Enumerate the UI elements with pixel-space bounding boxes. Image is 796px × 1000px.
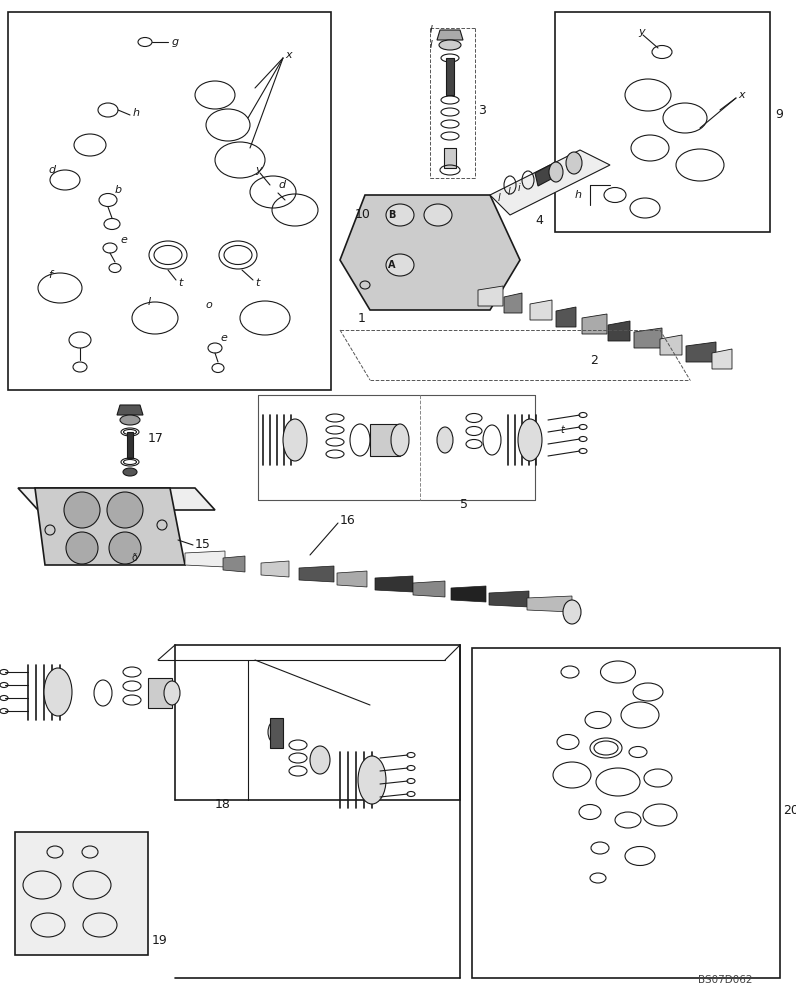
Text: i: i — [518, 183, 521, 193]
Text: 4: 4 — [535, 214, 543, 227]
Text: A: A — [388, 260, 396, 270]
Ellipse shape — [391, 424, 409, 456]
Polygon shape — [15, 832, 148, 955]
Ellipse shape — [518, 419, 542, 461]
Text: y: y — [255, 165, 262, 175]
Polygon shape — [185, 551, 225, 567]
Text: l: l — [148, 297, 151, 307]
Ellipse shape — [310, 746, 330, 774]
Ellipse shape — [386, 204, 414, 226]
Polygon shape — [127, 432, 133, 458]
Polygon shape — [444, 148, 456, 168]
Ellipse shape — [123, 468, 137, 476]
Ellipse shape — [358, 756, 386, 804]
Ellipse shape — [107, 492, 143, 528]
Text: l: l — [430, 40, 433, 50]
Polygon shape — [530, 300, 552, 320]
Ellipse shape — [566, 152, 582, 174]
Polygon shape — [608, 321, 630, 341]
Polygon shape — [446, 58, 454, 95]
Text: h: h — [133, 108, 140, 118]
Text: 9: 9 — [775, 108, 783, 121]
Polygon shape — [117, 405, 143, 415]
Text: l: l — [508, 187, 511, 197]
Ellipse shape — [437, 427, 453, 453]
Ellipse shape — [563, 600, 581, 624]
Text: 1: 1 — [358, 312, 366, 324]
Ellipse shape — [549, 162, 563, 182]
Text: x: x — [285, 50, 291, 60]
Text: 17: 17 — [148, 432, 164, 444]
Polygon shape — [660, 335, 682, 355]
Polygon shape — [686, 342, 716, 362]
Ellipse shape — [66, 532, 98, 564]
Text: e: e — [220, 333, 227, 343]
Ellipse shape — [386, 254, 414, 276]
Polygon shape — [299, 566, 334, 582]
Ellipse shape — [283, 419, 307, 461]
Polygon shape — [223, 556, 245, 572]
Text: 3: 3 — [478, 104, 486, 116]
Bar — [8, 12, 331, 390]
Polygon shape — [375, 576, 413, 592]
Ellipse shape — [109, 532, 141, 564]
Polygon shape — [413, 581, 445, 597]
Text: x: x — [738, 90, 744, 100]
Ellipse shape — [120, 415, 140, 425]
Polygon shape — [261, 561, 289, 577]
Text: t: t — [178, 278, 182, 288]
Text: e: e — [120, 235, 127, 245]
Text: 18: 18 — [215, 798, 231, 812]
Polygon shape — [634, 328, 662, 348]
Text: BS07D062: BS07D062 — [698, 975, 752, 985]
Polygon shape — [35, 488, 185, 565]
Polygon shape — [490, 150, 610, 215]
Polygon shape — [18, 488, 215, 510]
Polygon shape — [535, 165, 553, 186]
Text: y: y — [638, 27, 645, 37]
Bar — [472, 648, 780, 978]
Text: o: o — [205, 300, 212, 310]
Text: h: h — [575, 190, 582, 200]
Text: B: B — [388, 210, 396, 220]
Text: 20: 20 — [783, 804, 796, 816]
Text: l: l — [430, 25, 433, 35]
Polygon shape — [437, 30, 463, 40]
Polygon shape — [478, 286, 503, 306]
Ellipse shape — [268, 721, 282, 743]
Text: 19: 19 — [152, 934, 168, 946]
Text: t: t — [255, 278, 259, 288]
Polygon shape — [489, 591, 529, 607]
Text: 15: 15 — [195, 538, 211, 552]
Polygon shape — [370, 424, 400, 456]
Text: l: l — [498, 193, 501, 203]
Polygon shape — [451, 586, 486, 602]
Text: d: d — [278, 180, 285, 190]
Ellipse shape — [164, 681, 180, 705]
Text: ð: ð — [132, 553, 138, 563]
Polygon shape — [712, 349, 732, 369]
Polygon shape — [582, 314, 607, 334]
Text: 2: 2 — [590, 354, 598, 366]
Text: 10: 10 — [355, 209, 371, 222]
Ellipse shape — [64, 492, 100, 528]
Bar — [555, 12, 770, 232]
Text: f: f — [48, 270, 52, 280]
Polygon shape — [337, 571, 367, 587]
Polygon shape — [504, 293, 522, 313]
Text: b: b — [115, 185, 122, 195]
Text: 5: 5 — [460, 498, 468, 512]
Ellipse shape — [44, 668, 72, 716]
Text: g: g — [172, 37, 179, 47]
Polygon shape — [527, 596, 572, 612]
Ellipse shape — [439, 40, 461, 50]
Text: t: t — [560, 425, 564, 435]
Ellipse shape — [424, 204, 452, 226]
Polygon shape — [340, 195, 520, 310]
Polygon shape — [556, 307, 576, 327]
Polygon shape — [148, 678, 172, 708]
Text: d: d — [48, 165, 55, 175]
Text: 16: 16 — [340, 514, 356, 526]
Polygon shape — [270, 718, 283, 748]
